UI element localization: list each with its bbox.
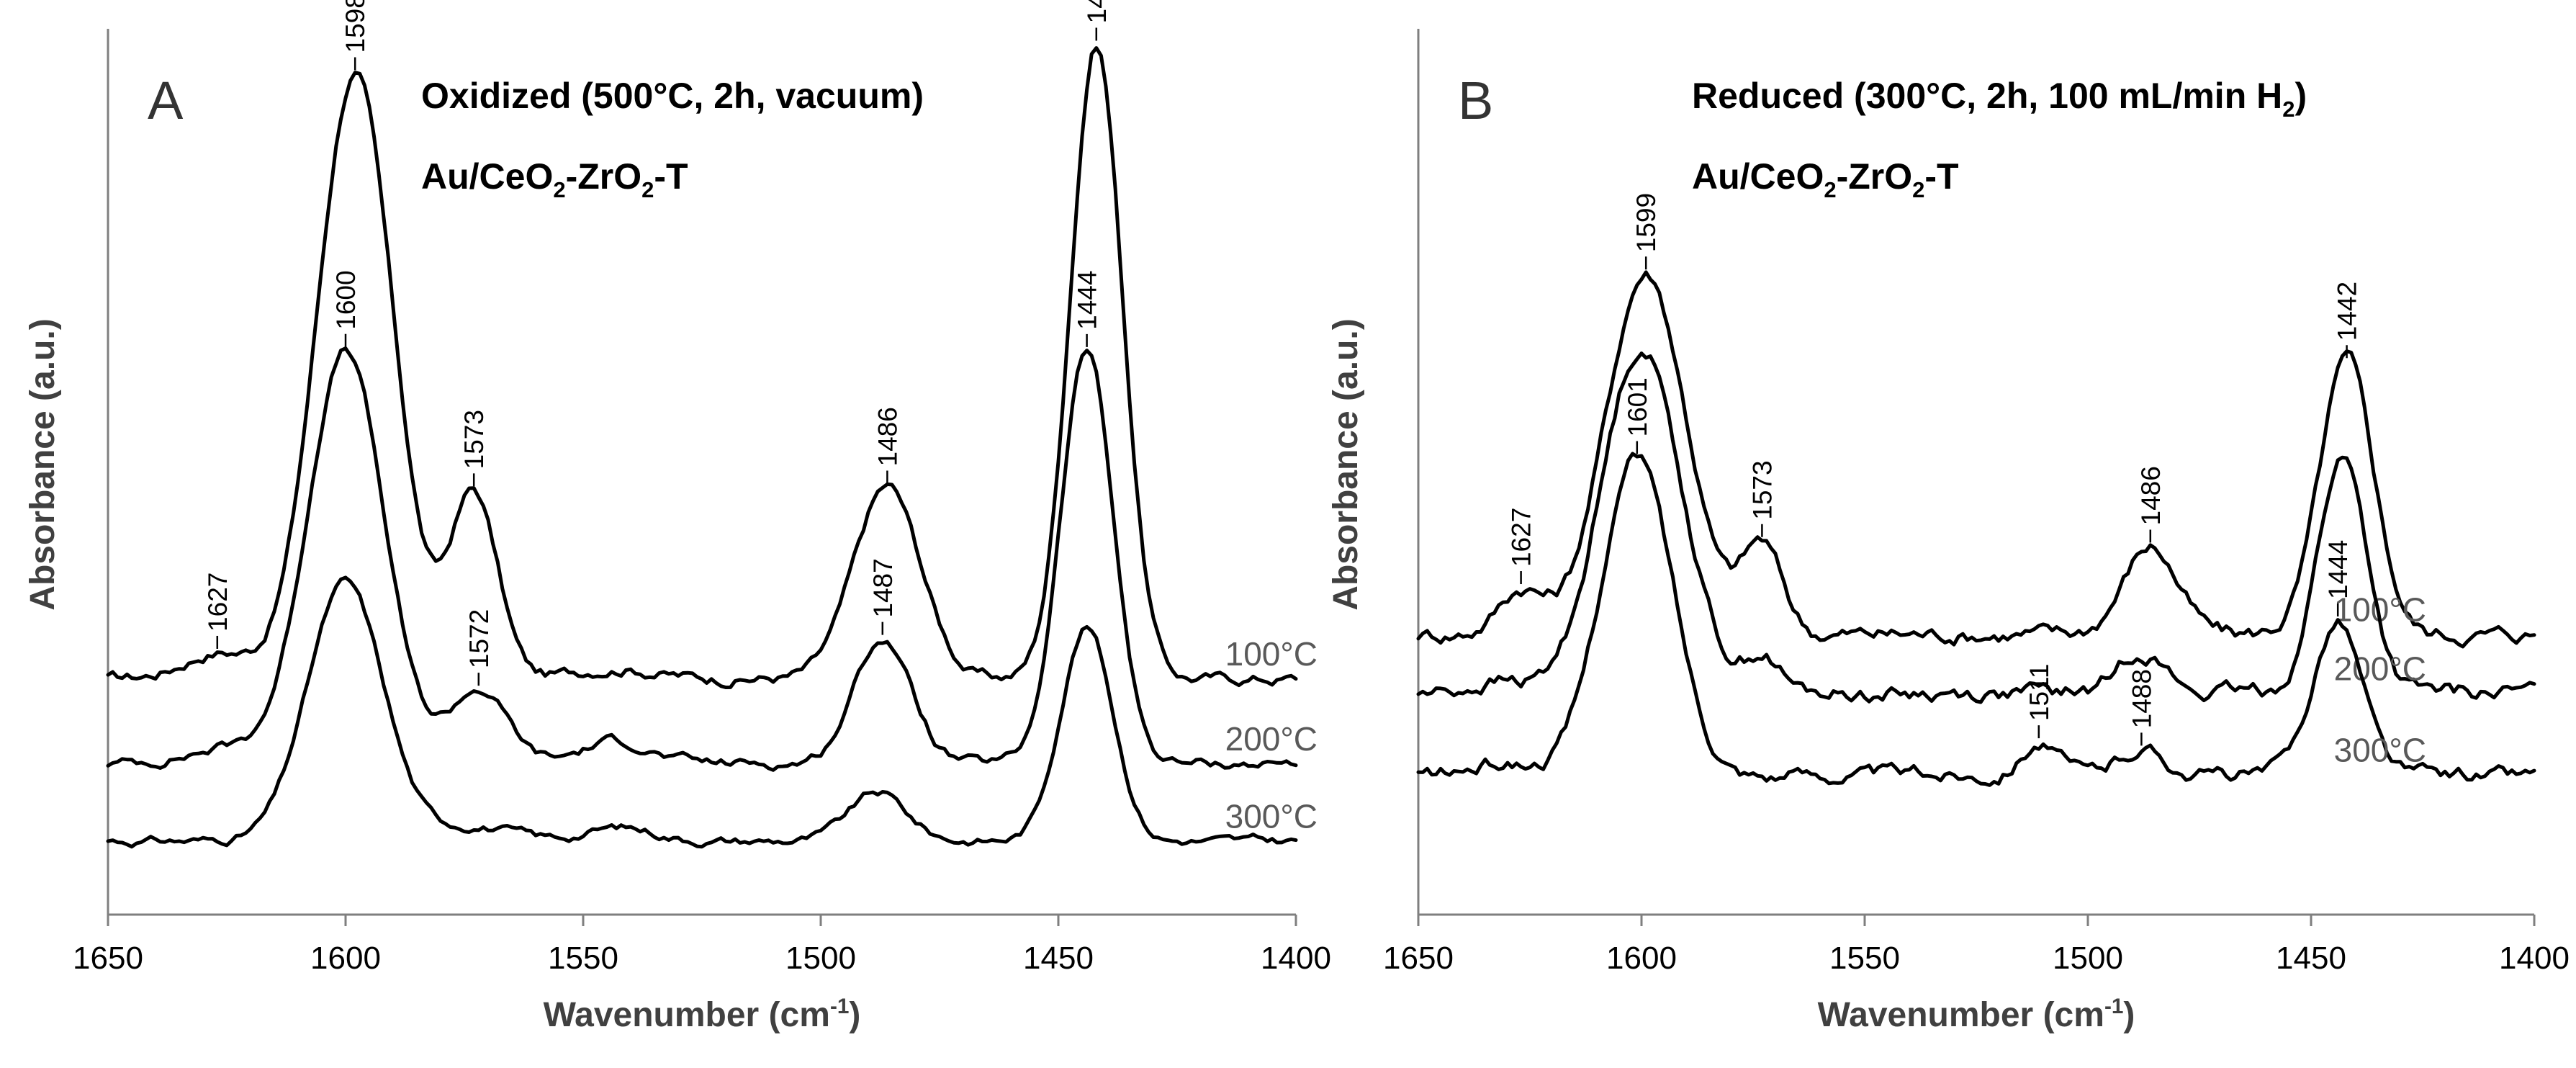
panel-b-title-part: 2	[2282, 97, 2294, 122]
panel-b-sample-label: Au/CeO2-ZrO2-T	[1692, 156, 1959, 202]
panel-a-peak-label: 1573	[459, 410, 489, 469]
panel-b-peak-label: 1573	[1747, 460, 1777, 519]
panel-a-x-axis-title-part: -1	[830, 995, 849, 1018]
panel-a-sample-label: Au/CeO2-ZrO2-T	[421, 156, 688, 202]
panel-b-x-tick-label: 1600	[1606, 941, 1677, 976]
panel-b-series-200c	[1416, 351, 2536, 704]
panel-a-x-tick-label: 1500	[785, 941, 856, 976]
panel-a-series-200c	[106, 346, 1298, 772]
panel-b-peak-label: 1486	[2136, 466, 2166, 525]
panel-a-series-100c	[106, 46, 1298, 689]
panel-b-peak-label: 1442	[2333, 282, 2362, 341]
panel-b-x-tick-label: 1550	[1829, 941, 1900, 976]
panel-b-x-tick-label: 1500	[2053, 941, 2123, 976]
panel-b-series-300c	[1416, 452, 2536, 787]
panel-b-y-axis-title: Absorbance (a.u.)	[1327, 318, 1365, 610]
panel-a-peak-label: 1572	[464, 609, 494, 668]
panel-a-sample-label-part: -ZrO	[566, 156, 642, 197]
panel-a-temp-label: 100°C	[1225, 635, 1318, 673]
panel-b-series-100c	[1416, 270, 2536, 649]
panel-b-peak-label: 1601	[1623, 377, 1652, 436]
panel-b-sample-label-part: -T	[1924, 156, 1958, 197]
panel-b-temp-label: 300°C	[2334, 731, 2426, 768]
panel-a-x-tick-label: 1550	[548, 941, 618, 976]
panel-b-sample-label-part: 2	[1912, 177, 1924, 202]
panel-b-peak-label: 1488	[2127, 669, 2156, 728]
panel-a-sample-label-part: -T	[654, 156, 688, 197]
panel-a-peak-label: 1487	[868, 558, 898, 617]
panel-a-letter: A	[148, 71, 184, 130]
panel-b-title-part: Reduced (300°C, 2h, 100 mL/min H	[1692, 76, 2282, 116]
panel-a-peak-label: 1486	[873, 407, 902, 466]
panel-a-peak-label: 1442	[1082, 0, 1112, 24]
panel-a-temp-label: 200°C	[1225, 720, 1318, 758]
panel-a-peak-label: 1598	[341, 0, 370, 53]
panel-a-peak-label: 1444	[1073, 271, 1102, 330]
panel-b-x-tick-label: 1450	[2276, 941, 2346, 976]
panel-b-peak-label: 1627	[1507, 508, 1536, 567]
panel-a-sample-label-part: 2	[641, 177, 654, 202]
panel-a-title: Oxidized (500°C, 2h, vacuum)	[421, 76, 924, 116]
panel-a-series-300c	[106, 575, 1298, 849]
panel-a-x-axis-title: Wavenumber (cm-1)	[544, 995, 861, 1034]
panel-b-peak-label: 1444	[2323, 540, 2353, 599]
panel-a-peak-label: 1600	[331, 270, 361, 329]
panel-b-temp-label: 200°C	[2334, 650, 2426, 688]
panel-a-y-axis-title: Absorbance (a.u.)	[24, 318, 62, 610]
panel-b-title-part: )	[2295, 76, 2307, 116]
panel-a-x-axis-title-part: Wavenumber (cm	[544, 996, 830, 1034]
panel-b-sample-label-part: 2	[1824, 177, 1836, 202]
panel-b-x-axis-title-part: -1	[2104, 995, 2123, 1018]
panel-b-sample-label-part: Au/CeO	[1692, 156, 1824, 197]
panel-a-temp-label: 300°C	[1225, 798, 1318, 835]
panel-b-peak-label: 1599	[1631, 193, 1661, 252]
panel-b-x-axis-title-part: )	[2123, 996, 2135, 1034]
panel-b-peak-label: 1511	[2025, 664, 2054, 722]
panel-b-x-tick-label: 1400	[2499, 941, 2570, 976]
panel-b-letter: B	[1458, 71, 1493, 130]
panel-b-x-axis-title: Wavenumber (cm-1)	[1818, 995, 2135, 1034]
panel-a-x-tick-label: 1600	[310, 941, 381, 976]
panel-b-title: Reduced (300°C, 2h, 100 mL/min H2)	[1692, 76, 2307, 122]
panel-a-peak-label: 1627	[203, 573, 233, 632]
panel-a-sample-label-part: 2	[553, 177, 565, 202]
panel-b-chart: 1650 1600 1550 1500 1450 1400 B Reduced (300°C,…	[1327, 29, 2570, 1034]
panel-b-sample-label-part: -ZrO	[1837, 156, 1913, 197]
panel-a-x-tick-label: 1450	[1023, 941, 1094, 976]
panel-a-chart: 1650 1600 1550 1500 1450 1400 A Oxidized (500°C…	[24, 0, 1331, 1034]
panel-a-sample-label-part: Au/CeO	[421, 156, 553, 197]
panel-b-x-axis-title-part: Wavenumber (cm	[1818, 996, 2104, 1034]
panel-a-x-axis-title-part: )	[849, 996, 860, 1034]
panel-a-x-tick-label: 1650	[73, 941, 143, 976]
panel-b-x-tick-label: 1650	[1383, 941, 1454, 976]
panel-a-x-tick-label: 1400	[1261, 941, 1331, 976]
